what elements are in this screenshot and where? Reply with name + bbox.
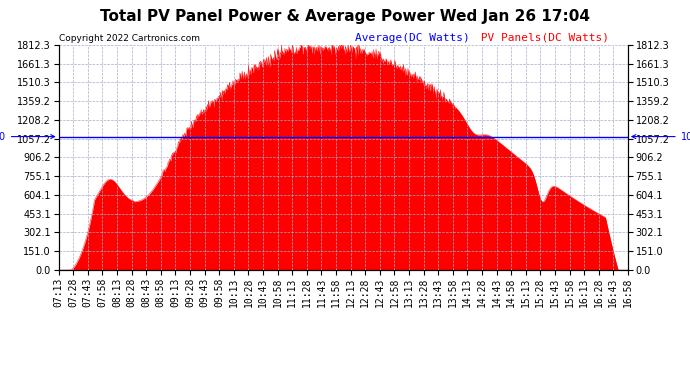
- Text: Copyright 2022 Cartronics.com: Copyright 2022 Cartronics.com: [59, 34, 199, 43]
- Text: Average(DC Watts): Average(DC Watts): [355, 33, 469, 43]
- Text: Total PV Panel Power & Average Power Wed Jan 26 17:04: Total PV Panel Power & Average Power Wed…: [100, 9, 590, 24]
- Text: 1074.580: 1074.580: [632, 132, 690, 142]
- Text: PV Panels(DC Watts): PV Panels(DC Watts): [474, 33, 609, 43]
- Text: 1074.580: 1074.580: [0, 132, 55, 142]
